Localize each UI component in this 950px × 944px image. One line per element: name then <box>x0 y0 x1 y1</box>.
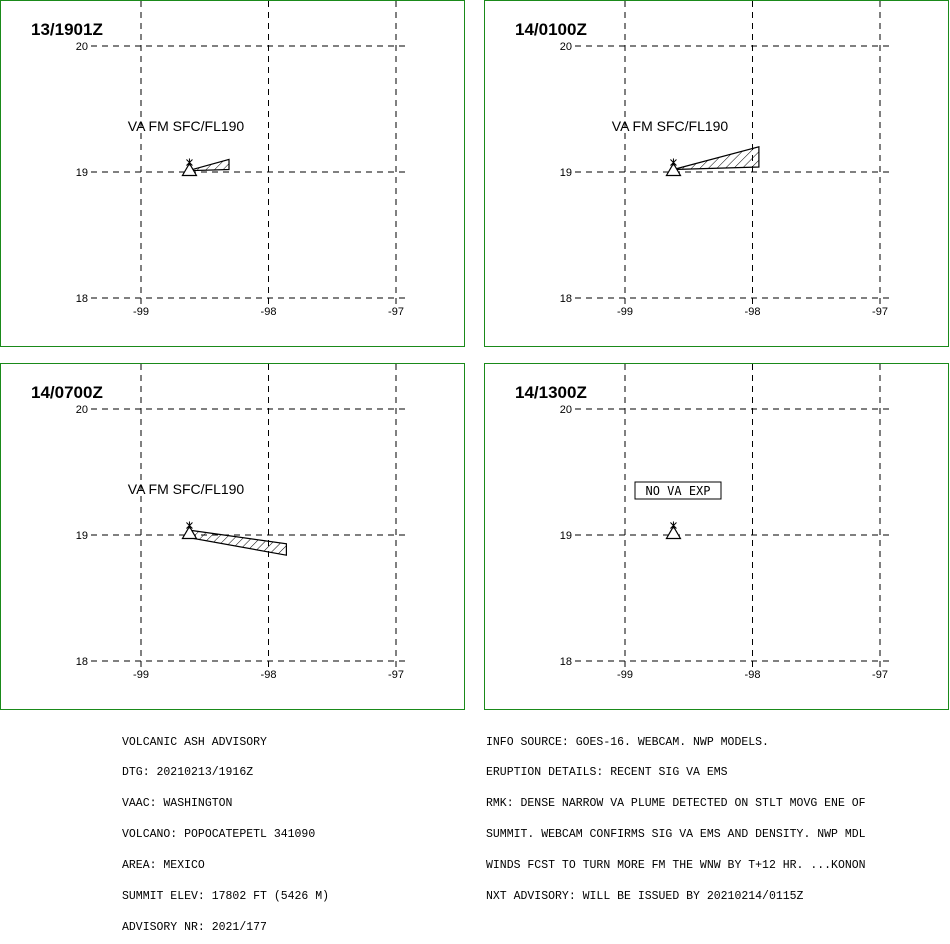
no-va-expected-label: NO VA EXP <box>645 484 710 498</box>
forecast-panel-t6: 14/0100Z -99 -98 -97 20 19 18 VA FM SFC/FL190 <box>484 0 949 347</box>
plume-altitude-label: VA FM SFC/FL190 <box>128 118 245 134</box>
forecast-time-label: 13/1901Z <box>31 20 103 39</box>
latitude-tick-label: 19 <box>560 530 572 542</box>
volcano-triangle-icon <box>181 521 198 540</box>
advisory-number: ADVISORY NR: 2021/177 <box>122 920 267 934</box>
map-canvas: 13/1901Z -99 -98 -97 20 19 18 VA FM SFC/FL190 <box>31 1 408 318</box>
advisory-volcano: VOLCANO: POPOCATEPETL 341090 <box>122 828 316 842</box>
latitude-tick-label: 19 <box>560 167 572 179</box>
plume-altitude-label: VA FM SFC/FL190 <box>612 118 729 134</box>
latitude-tick-label: 18 <box>560 656 572 668</box>
latitude-tick-label: 20 <box>76 41 88 53</box>
latitude-tick-label: 20 <box>560 404 572 416</box>
forecast-time-label: 14/1300Z <box>515 383 587 402</box>
no-va-expected-box: NO VA EXP <box>634 481 722 500</box>
advisory-summit-elev: SUMMIT ELEV: 17802 FT (5426 M) <box>122 890 330 904</box>
advisory-details-block: INFO SOURCE: GOES-16. WEBCAM. NWP MODELS… <box>486 717 866 913</box>
advisory-remarks-line-3: WINDS FCST TO TURN MORE FM THE WNW BY T+… <box>486 859 866 873</box>
map-canvas: 14/0100Z -99 -98 -97 20 19 18 VA FM SFC/FL190 <box>515 1 892 318</box>
ash-plume-polygon <box>673 146 760 171</box>
advisory-title: VOLCANIC ASH ADVISORY <box>122 735 267 749</box>
longitude-tick-label: -99 <box>617 669 633 681</box>
longitude-tick-label: -98 <box>745 306 761 318</box>
latitude-tick-label: 20 <box>560 41 572 53</box>
latitude-tick-label: 18 <box>560 293 572 305</box>
plume-altitude-label: VA FM SFC/FL190 <box>128 481 245 497</box>
latitude-tick-label: 20 <box>76 404 88 416</box>
forecast-time-label: 14/0700Z <box>31 383 103 402</box>
advisory-remarks-line-1: RMK: DENSE NARROW VA PLUME DETECTED ON S… <box>486 797 866 811</box>
volcano-triangle-icon <box>665 158 682 177</box>
longitude-tick-label: -99 <box>617 306 633 318</box>
volcano-triangle-icon <box>665 521 682 540</box>
ash-plume-polygon <box>187 529 287 556</box>
longitude-tick-label: -99 <box>133 669 149 681</box>
forecast-panel-t18: 14/1300Z -99 -98 -97 20 19 18 NO VA EXP <box>484 363 949 710</box>
forecast-panel-t0: 13/1901Z -99 -98 -97 20 19 18 VA FM SFC/FL190 <box>0 0 465 347</box>
volcano-triangle-icon <box>181 158 198 177</box>
longitude-tick-label: -98 <box>745 669 761 681</box>
advisory-header-block: VOLCANIC ASH ADVISORY DTG: 20210213/1916… <box>122 717 329 944</box>
advisory-info-source: INFO SOURCE: GOES-16. WEBCAM. NWP MODELS… <box>486 735 769 749</box>
forecast-panel-t12: 14/0700Z -99 -98 -97 20 19 18 VA FM SFC/FL190 <box>0 363 465 710</box>
latitude-tick-label: 18 <box>76 656 88 668</box>
advisory-vaac: VAAC: WASHINGTON <box>122 797 233 811</box>
advisory-remarks-line-2: SUMMIT. WEBCAM CONFIRMS SIG VA EMS AND D… <box>486 828 866 842</box>
longitude-tick-label: -98 <box>261 669 277 681</box>
longitude-tick-label: -98 <box>261 306 277 318</box>
longitude-tick-label: -97 <box>872 306 888 318</box>
advisory-dtg: DTG: 20210213/1916Z <box>122 766 254 780</box>
forecast-time-label: 14/0100Z <box>515 20 587 39</box>
advisory-area: AREA: MEXICO <box>122 859 205 873</box>
advisory-next: NXT ADVISORY: WILL BE ISSUED BY 20210214… <box>486 890 804 904</box>
advisory-eruption-details: ERUPTION DETAILS: RECENT SIG VA EMS <box>486 766 728 780</box>
ash-plume-polygon <box>188 158 230 172</box>
longitude-tick-label: -97 <box>872 669 888 681</box>
latitude-tick-label: 19 <box>76 530 88 542</box>
map-canvas: 14/1300Z -99 -98 -97 20 19 18 NO VA EXP <box>515 364 892 681</box>
longitude-tick-label: -99 <box>133 306 149 318</box>
latitude-tick-label: 19 <box>76 167 88 179</box>
longitude-tick-label: -97 <box>388 669 404 681</box>
map-canvas: 14/0700Z -99 -98 -97 20 19 18 VA FM SFC/FL190 <box>31 364 408 681</box>
latitude-tick-label: 18 <box>76 293 88 305</box>
longitude-tick-label: -97 <box>388 306 404 318</box>
